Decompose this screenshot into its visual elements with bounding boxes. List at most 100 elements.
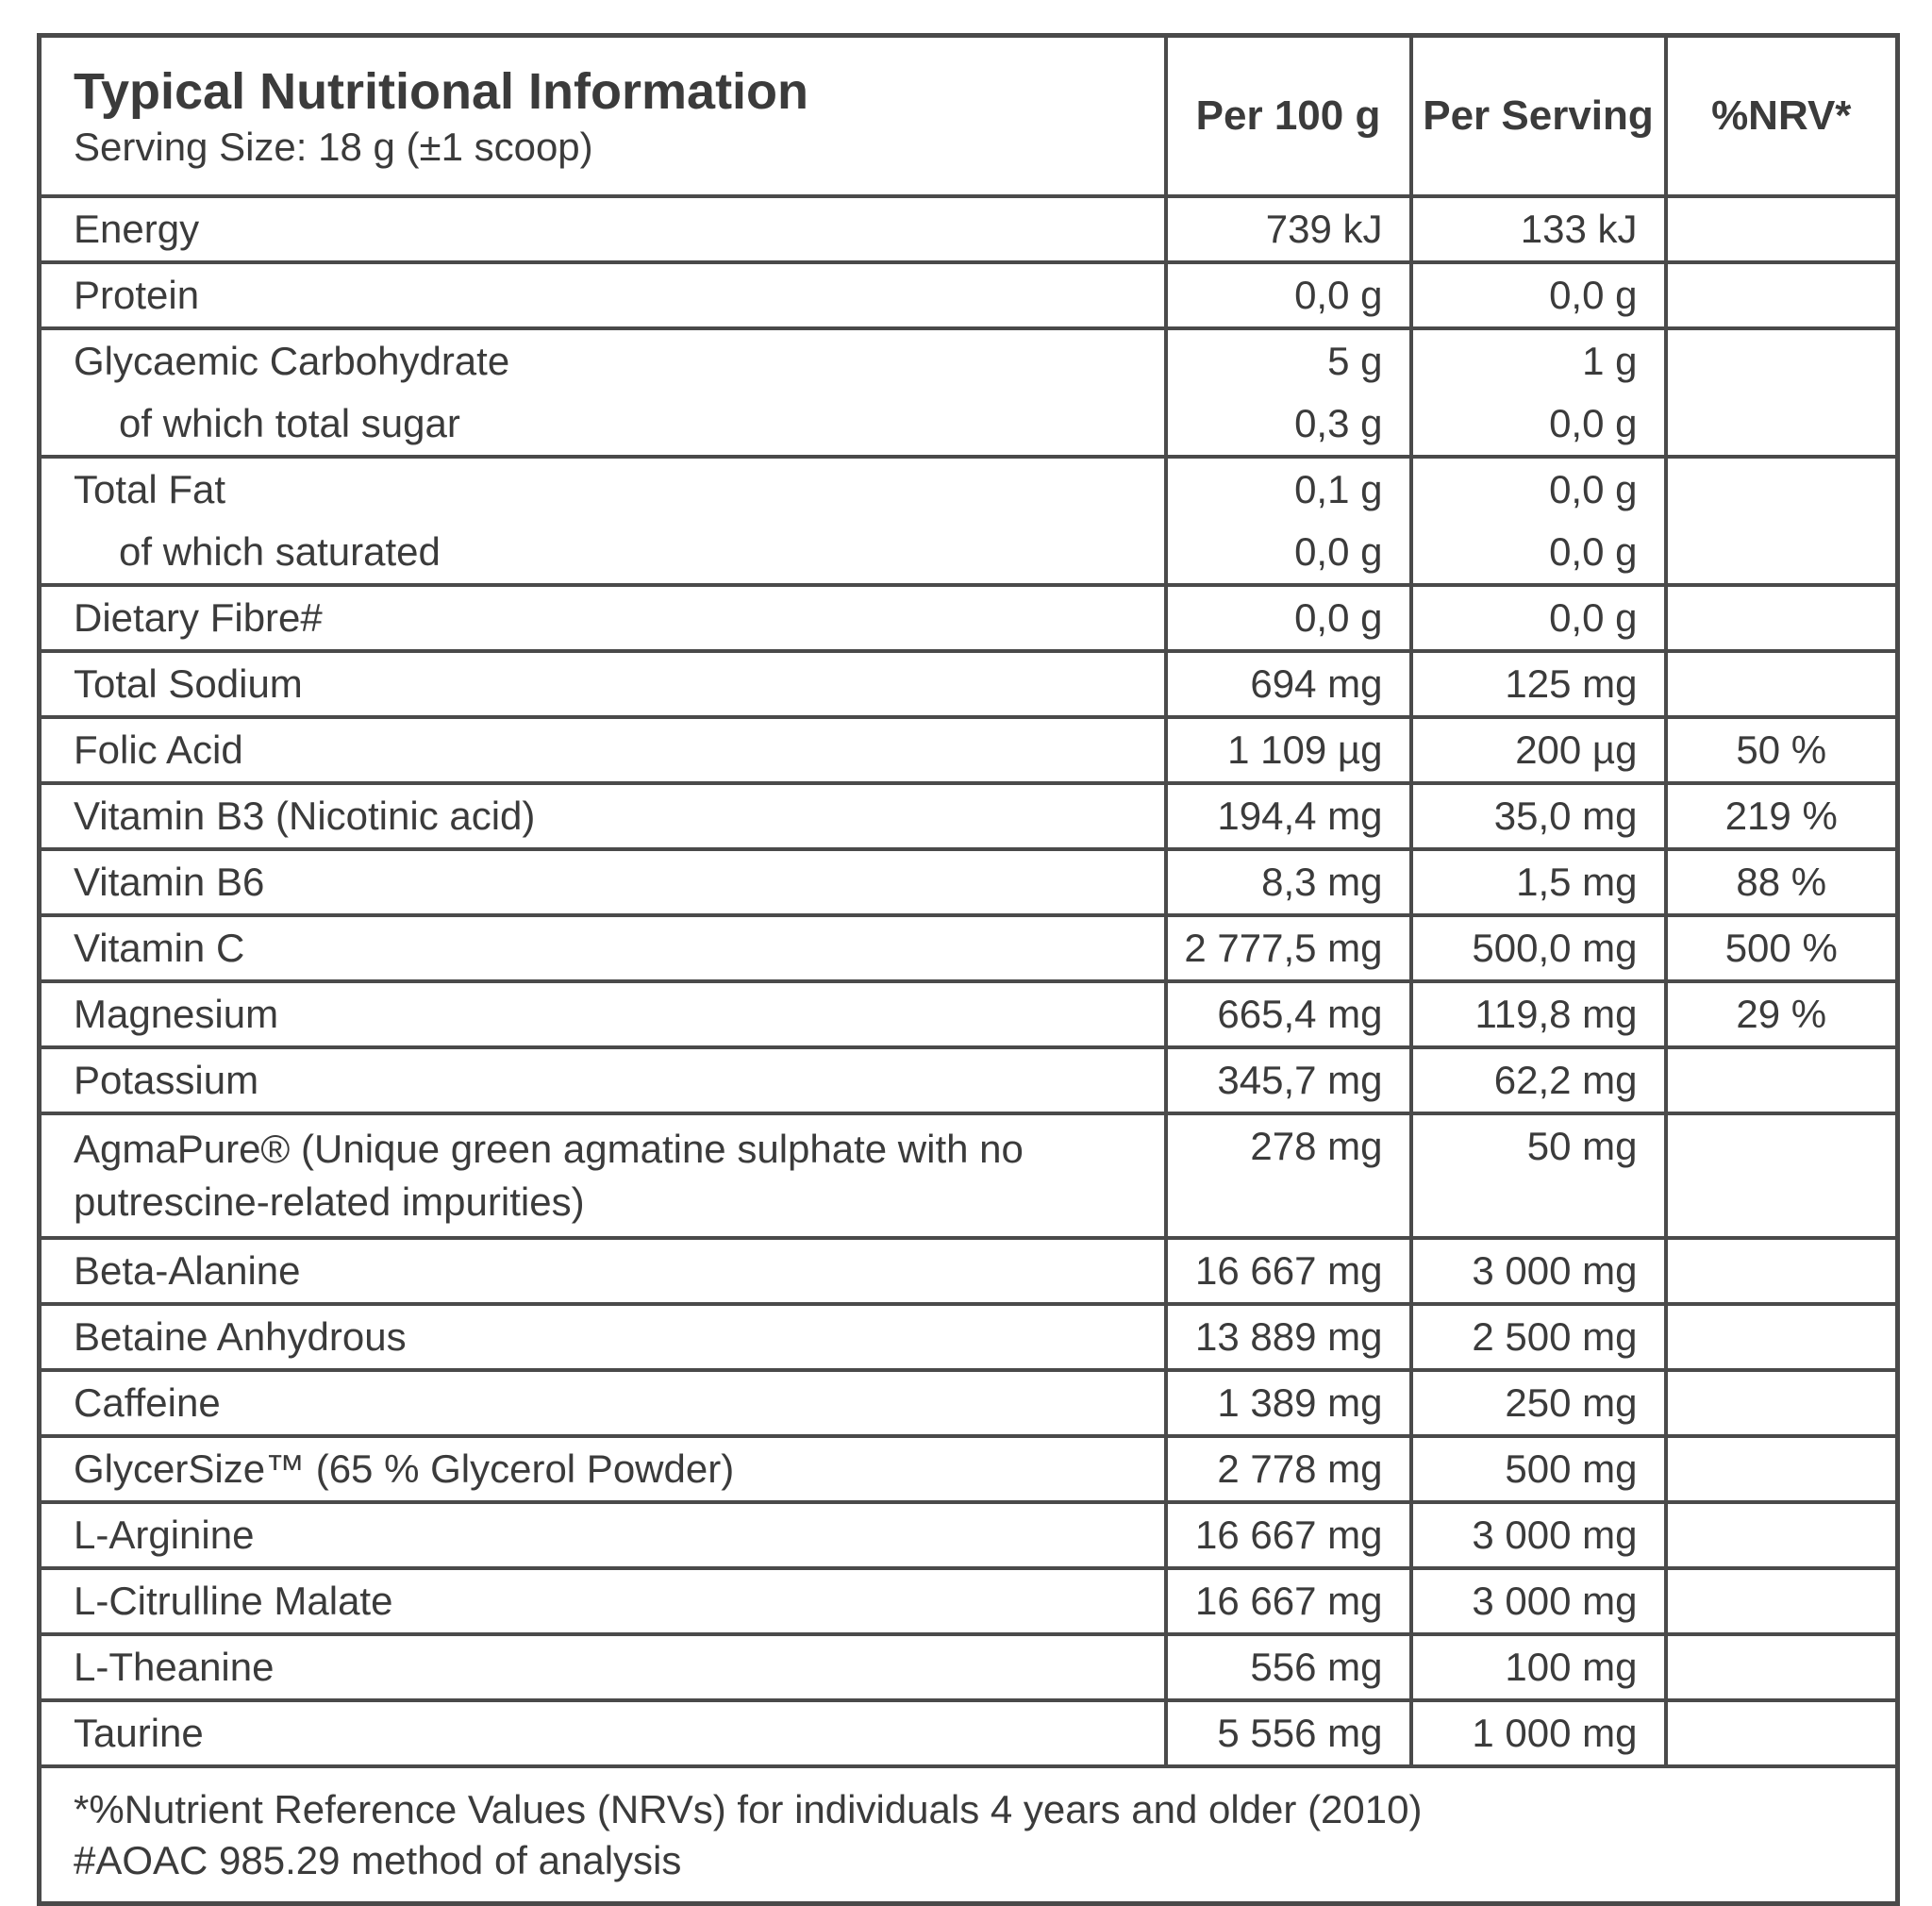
amount: 3 000 mg [1472,1513,1638,1557]
spacer [1668,1240,1896,1302]
nutrient-row: Vitamin B3 (Nicotinic acid) 194,4 mg 35,0 … [37,781,1900,851]
spacer [1668,330,1896,393]
footer-row: *%Nutrient Reference Values (NRVs) for i… [37,1764,1900,1906]
value-cell: 556 mg [1163,1632,1413,1702]
value-cell: 250 mg [1408,1368,1668,1438]
value-cell [1663,326,1900,459]
spacer [1668,587,1896,649]
amount: 694 mg [1250,661,1383,706]
value-cell [1663,1434,1900,1504]
value-cell [1663,1500,1900,1570]
nutrient-cell: Beta-Alanine [37,1236,1168,1306]
nutrient-name: L-Theanine [74,1645,275,1689]
nrv-value: 50 % [1736,727,1827,772]
amount: 345,7 mg [1217,1058,1383,1102]
value-cell [1663,1632,1900,1702]
value-cell: 16 667 mg [1163,1566,1413,1636]
nutrient-cell: Total Sodium [37,649,1168,719]
value-cell: 739 kJ [1163,194,1413,264]
value-cell: 0,0 g [1408,260,1668,330]
value-cell [1663,1236,1900,1306]
value-cell: 29 % [1663,979,1900,1049]
amount: 5 556 mg [1217,1711,1383,1755]
value-cell [1663,455,1900,587]
value-cell: 50 mg [1408,1112,1668,1240]
amount: 1 000 mg [1472,1711,1638,1755]
footnote: #AOAC 985.29 method of analysis [74,1837,682,1882]
nutrient-cell: Energy [37,194,1168,264]
value-cell: 0,0 g [1408,583,1668,653]
value-cell: 1 109 µg [1163,715,1413,785]
column-header: Per Serving [1408,33,1668,198]
value-cell: 119,8 mg [1408,979,1668,1049]
nutrient-name: Caffeine [74,1380,221,1425]
value-cell: 35,0 mg [1408,781,1668,851]
spacer [1668,1115,1896,1178]
spacer [1668,1504,1896,1566]
value-cell: 200 µg [1408,715,1668,785]
amount: 200 µg [1515,727,1638,772]
value-cell: 345,7 mg [1163,1045,1413,1115]
amount: 250 mg [1505,1380,1638,1425]
amount: 2 500 mg [1472,1314,1638,1359]
nutrient-name: of which saturated [119,529,441,574]
footnote: *%Nutrient Reference Values (NRVs) for i… [74,1786,1423,1831]
spacer [1668,1636,1896,1698]
amount: 0,1 g [1294,467,1383,511]
value-cell: 133 kJ [1408,194,1668,264]
nutrient-row: Betaine Anhydrous 13 889 mg 2 500 mg [37,1302,1900,1372]
spacer [1668,653,1896,715]
value-cell: 5 g 0,3 g [1163,326,1413,459]
value-cell: 2 500 mg [1408,1302,1668,1372]
nutrient-row: GlycerSize™ (65 % Glycerol Powder) 2 778 … [37,1434,1900,1504]
value-cell: 0,0 g 0,0 g [1408,455,1668,587]
amount: 278 mg [1250,1124,1383,1168]
value-cell: 16 667 mg [1163,1236,1413,1306]
nutrient-row: Dietary Fibre# 0,0 g 0,0 g [37,583,1900,653]
value-cell: 125 mg [1408,649,1668,719]
value-cell: 0,0 g [1163,260,1413,330]
amount: 0,0 g [1549,401,1638,445]
value-cell: 88 % [1663,847,1900,917]
nutrient-name: AgmaPure® (Unique green agmatine sulphat… [74,1127,1024,1224]
value-cell [1663,260,1900,330]
amount: 665,4 mg [1217,992,1383,1036]
nutrient-row: Protein 0,0 g 0,0 g [37,260,1900,330]
value-cell: 1 000 mg [1408,1698,1668,1768]
value-cell [1663,194,1900,264]
nutrient-cell: Vitamin B3 (Nicotinic acid) [37,781,1168,851]
nutrient-row: Total Fat of which saturated 0,1 g 0,0 g 0,0… [37,455,1900,587]
nutrient-row: Total Sodium 694 mg 125 mg [37,649,1900,719]
spacer [1668,459,1896,521]
amount: 500,0 mg [1472,926,1638,970]
amount: 0,0 g [1294,529,1383,574]
column-header: %NRV* [1663,33,1900,198]
nutrient-row: Potassium 345,7 mg 62,2 mg [37,1045,1900,1115]
nutrient-cell: Magnesium [37,979,1168,1049]
nutrient-row: Vitamin B6 8,3 mg 1,5 mg 88 % [37,847,1900,917]
amount: 1 389 mg [1217,1380,1383,1425]
value-cell [1663,583,1900,653]
spacer [1668,264,1896,326]
value-cell: 8,3 mg [1163,847,1413,917]
nutrient-cell: Caffeine [37,1368,1168,1438]
nutrient-row: Beta-Alanine 16 667 mg 3 000 mg [37,1236,1900,1306]
nutrient-name: L-Citrulline Malate [74,1579,393,1623]
nutrient-cell: Vitamin B6 [37,847,1168,917]
amount: 16 667 mg [1195,1248,1383,1293]
value-cell: 13 889 mg [1163,1302,1413,1372]
value-cell: 500,0 mg [1408,913,1668,983]
value-cell: 194,4 mg [1163,781,1413,851]
amount: 500 mg [1505,1446,1638,1491]
nutrient-name: L-Arginine [74,1513,255,1557]
spacer [1668,1570,1896,1632]
nutrient-name: Beta-Alanine [74,1248,301,1293]
amount: 0,0 g [1549,595,1638,640]
nutrient-row: Vitamin C 2 777,5 mg 500,0 mg 500 % [37,913,1900,983]
amount: 62,2 mg [1493,1058,1638,1102]
nutrient-row: AgmaPure® (Unique green agmatine sulphat… [37,1112,1900,1240]
nrv-value: 219 % [1724,794,1838,838]
value-cell [1663,1566,1900,1636]
amount: 1,5 mg [1516,860,1638,904]
nutrient-name: Folic Acid [74,727,243,772]
